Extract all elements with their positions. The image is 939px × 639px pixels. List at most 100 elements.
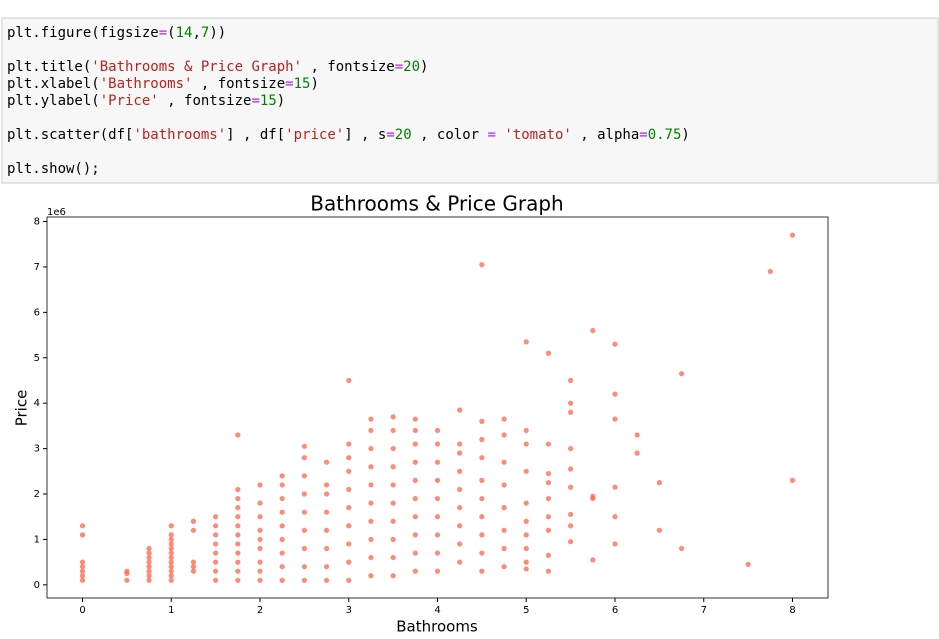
point [323, 459, 330, 465]
point [612, 391, 618, 397]
point [168, 568, 174, 574]
point [279, 550, 285, 556]
point [745, 561, 751, 567]
point [190, 564, 197, 570]
point [390, 500, 396, 506]
point [257, 536, 263, 543]
point [523, 427, 529, 434]
point [390, 445, 396, 452]
point [678, 545, 685, 552]
code-token: ) [420, 59, 428, 75]
point [235, 541, 241, 547]
code-token: plt.scatter(df[ [7, 127, 133, 143]
point [368, 482, 374, 488]
code-line: plt.show(); [7, 161, 100, 177]
code-token: 'Bathrooms & Price Graph' [91, 59, 302, 75]
point [213, 568, 219, 574]
code-token: , fontsize [302, 59, 395, 75]
code-token: = [285, 76, 293, 92]
point [412, 416, 418, 422]
point [590, 327, 596, 334]
axes-frame [46, 216, 829, 599]
point [79, 532, 86, 538]
point [434, 459, 441, 465]
y-tick-label: 8 [34, 217, 40, 228]
point [412, 514, 418, 520]
point [235, 495, 241, 502]
y-axis-label: Price [13, 390, 31, 427]
code-cell[interactable] [1, 17, 939, 184]
x-tick-label: 7 [701, 605, 707, 616]
point [168, 545, 174, 552]
code-token: ) [681, 127, 689, 143]
code-token [496, 127, 504, 143]
point [434, 441, 441, 447]
point [301, 491, 307, 497]
point [501, 482, 507, 488]
point [457, 505, 463, 511]
point [168, 523, 174, 529]
point [301, 577, 307, 583]
code-token: ( [167, 25, 175, 41]
point [523, 566, 529, 572]
code-token: 15 [260, 93, 277, 109]
code-token: = [639, 127, 647, 143]
code-token: 'price' [285, 127, 344, 143]
point [323, 577, 330, 583]
point [346, 455, 352, 461]
point [213, 514, 219, 520]
point [457, 468, 463, 474]
code-line: plt.scatter(df['bathrooms'] , df['price'… [7, 127, 690, 143]
point [257, 577, 263, 583]
point [346, 505, 352, 511]
point [523, 441, 529, 447]
point [457, 541, 463, 547]
y-tick-label: 3 [34, 444, 40, 455]
point [612, 341, 618, 347]
point [257, 527, 263, 533]
point [257, 568, 263, 574]
point [213, 550, 219, 556]
point [545, 552, 552, 558]
point [590, 493, 596, 499]
point [568, 511, 574, 518]
point [146, 573, 152, 579]
point [257, 559, 263, 565]
chart-title: Bathrooms & Price Graph [310, 192, 563, 216]
point [168, 532, 174, 538]
point [457, 450, 463, 456]
point [568, 539, 574, 545]
code-token: ) [277, 93, 285, 109]
point [146, 568, 152, 574]
point [634, 450, 640, 456]
point [323, 527, 330, 533]
code-token: plt.ylabel( [7, 93, 100, 109]
point [523, 468, 529, 474]
x-tick-label: 1 [168, 605, 174, 616]
code-token: = [488, 127, 496, 143]
point [146, 559, 152, 565]
point [501, 505, 507, 511]
code-token: 'Bathrooms' [100, 76, 193, 92]
code-token: 14 [176, 25, 193, 41]
plot-area: 0 1 2 3 4 5 6 7 8 0 1 2 3 4 5 6 7 8 [34, 217, 796, 616]
point [545, 480, 552, 486]
point [79, 577, 86, 583]
point [479, 550, 485, 556]
point [146, 577, 152, 583]
point [479, 514, 485, 520]
point [79, 573, 86, 579]
point [412, 532, 418, 538]
code-token: , [192, 25, 200, 41]
point [479, 477, 485, 483]
code-token: plt.figure(figsize [7, 25, 159, 41]
point [434, 477, 441, 483]
point [235, 550, 241, 556]
y-tick-label: 5 [34, 353, 40, 364]
point [568, 523, 574, 529]
point [545, 527, 552, 533]
point [390, 573, 396, 579]
code-token: 0.75 [648, 127, 682, 143]
point [79, 568, 86, 574]
point [346, 577, 352, 583]
